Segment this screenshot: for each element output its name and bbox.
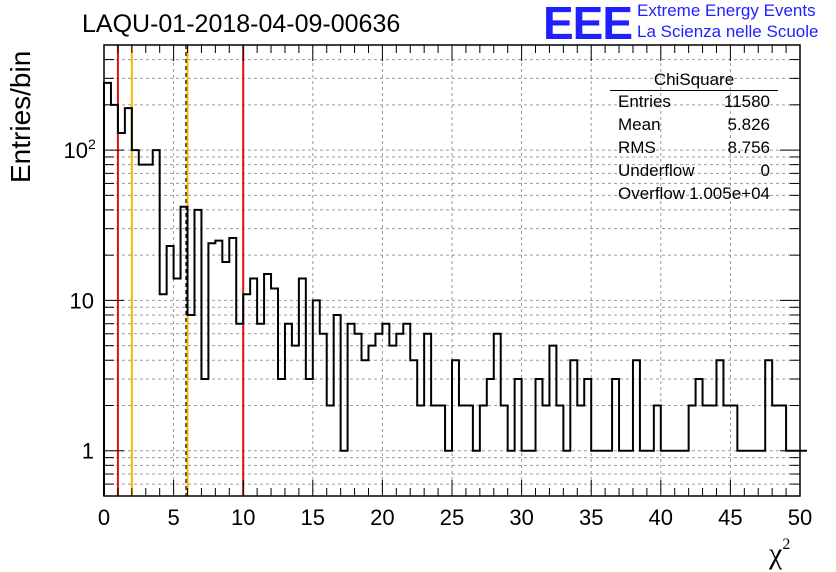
y-tick-label: 1 xyxy=(82,439,94,464)
grid xyxy=(104,45,800,496)
x-tick-label: 40 xyxy=(649,505,673,530)
histogram-outline xyxy=(103,81,807,496)
stat-value: 5.826 xyxy=(727,115,770,134)
plot-frame xyxy=(103,44,801,497)
stats-box: ChiSquare Entries 11580 Mean 5.826 RMS 8… xyxy=(610,70,778,212)
stat-row-entries: Entries 11580 xyxy=(618,92,770,114)
stats-title: ChiSquare xyxy=(653,70,735,89)
stat-value: 8.756 xyxy=(727,138,770,157)
stats-title-rule xyxy=(610,90,778,91)
x-tick-label: 35 xyxy=(579,505,603,530)
x-axis-label-base: χ xyxy=(769,537,783,570)
x-tick-label: 30 xyxy=(509,505,533,530)
stat-label: Underflow xyxy=(618,161,695,180)
eee-logo-mark: EEE xyxy=(543,0,633,49)
x-axis-label: χ2 xyxy=(769,536,790,571)
x-tick-label: 25 xyxy=(440,505,464,530)
stat-label: RMS xyxy=(618,138,656,157)
x-tick-label: 0 xyxy=(98,505,110,530)
x-tick-label: 20 xyxy=(370,505,394,530)
y-tick-label: 10 xyxy=(70,288,94,313)
logo-text-line2: La Scienza nelle Scuole xyxy=(637,22,819,41)
x-tick-label: 50 xyxy=(788,505,812,530)
x-tick-label: 15 xyxy=(301,505,325,530)
y-tick-label: 10 xyxy=(64,138,88,163)
stat-row-mean: Mean 5.826 xyxy=(618,115,770,137)
axis-ticks xyxy=(104,45,800,496)
y-tick-label-exponent: 2 xyxy=(88,136,96,152)
stat-value: 0 xyxy=(760,161,770,180)
stat-row-overflow: Overflow 1.005e+04 xyxy=(618,184,770,206)
stat-row-underflow: Underflow 0 xyxy=(618,161,770,183)
stat-label: Entries xyxy=(618,92,671,111)
chart-title: LAQU-01-2018-04-09-00636 xyxy=(82,10,401,38)
x-axis-label-superscript: 2 xyxy=(782,536,791,553)
stat-label: Mean xyxy=(618,115,661,134)
eee-logo: EEE Extreme Energy Events La Scienza nel… xyxy=(543,0,833,49)
logo-text-line1: Extreme Energy Events xyxy=(637,1,816,20)
stat-label: Overflow xyxy=(618,184,686,203)
stat-value: 1.005e+04 xyxy=(689,184,770,203)
stat-value: 11580 xyxy=(723,92,770,111)
x-tick-label: 10 xyxy=(231,505,255,530)
x-tick-label: 5 xyxy=(167,505,179,530)
stat-row-rms: RMS 8.756 xyxy=(618,138,770,160)
x-tick-label: 45 xyxy=(718,505,742,530)
